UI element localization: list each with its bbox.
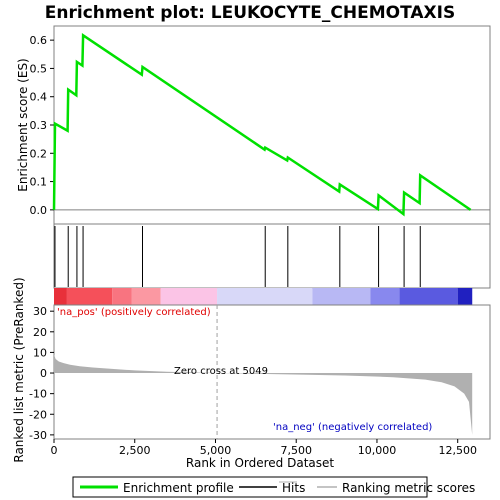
top-y-axis: 0.0 0.1 0.2 0.3 0.4 0.5 0.6 [30,34,54,217]
color-bar-segment [131,288,161,305]
legend-hits-label: Hits [282,481,305,495]
hits-panel-frame [53,223,491,289]
ranked-metric-panel: -30 -20 -10 0 10 20 30 'na_pos' (positively co… [12,277,491,463]
zero-cross-label: Zero cross at 5049 [174,366,268,377]
x-tick-label: 2,500 [119,444,151,457]
color-bar-segment [370,288,400,305]
top-panel-frame [53,25,491,225]
chart-title: Enrichment plot: LEUKOCYTE_CHEMOTAXIS [45,3,455,23]
metric-y-tick-label: 10 [33,346,47,359]
color-bar-segment [112,288,132,305]
ranking-color-bar [54,288,473,305]
color-bar-segment [457,288,473,305]
x-tick-label: 5,000 [200,444,232,457]
legend-enrichment-label: Enrichment profile [123,481,234,495]
es-y-tick-label: 0.4 [30,91,48,104]
bottom-y-axis: -30 -20 -10 0 10 20 30 [29,305,54,442]
es-y-tick-label: 0.1 [30,176,48,189]
metric-y-tick-label: 20 [33,326,47,339]
x-tick-label: 12,500 [438,444,477,457]
x-axis-label: Rank in Ordered Dataset [186,456,334,470]
metric-y-tick-label: 30 [33,305,47,318]
es-axis-label: Enrichment score (ES) [16,58,30,191]
color-bar-segment [160,288,218,305]
es-y-tick-label: 0.6 [30,34,48,47]
x-axis: 0 2,500 5,000 7,500 10,000 12,500 [51,439,477,457]
metric-y-tick-label: -30 [29,429,47,442]
metric-axis-label: Ranked list metric (PreRanked) [12,277,26,462]
metric-y-tick-label: 0 [40,367,47,380]
negative-correlation-label: 'na_neg' (negatively correlated) [273,422,432,433]
x-tick-label: 10,000 [358,444,397,457]
metric-y-tick-label: -10 [29,388,47,401]
hits-panel [53,223,491,289]
color-bar-segment [399,288,458,305]
positive-correlation-label: 'na_pos' (positively correlated) [57,307,211,318]
es-y-tick-label: 0.0 [30,204,48,217]
x-tick-label: 0 [51,444,58,457]
color-bar-segment [66,288,113,305]
enrichment-profile-line [52,32,472,217]
legend-metric-label: Ranking metric scores [342,481,475,495]
es-y-tick-label: 0.3 [30,119,48,132]
x-tick-label: 7,500 [280,444,312,457]
ranking-metric-area [54,354,473,435]
es-y-tick-label: 0.5 [30,62,48,75]
metric-y-tick-label: -20 [29,408,47,421]
hit-markers [54,226,421,287]
color-bar-segment [312,288,371,305]
color-bar-segment [217,288,313,305]
es-y-tick-label: 0.2 [30,147,48,160]
color-bar-segment [54,288,67,305]
enrichment-score-panel: 0.0 0.1 0.2 0.3 0.4 0.5 0.6 Enrichment score (… [16,25,491,225]
legend: Enrichment profile Hits Ranking metric s… [72,476,475,498]
